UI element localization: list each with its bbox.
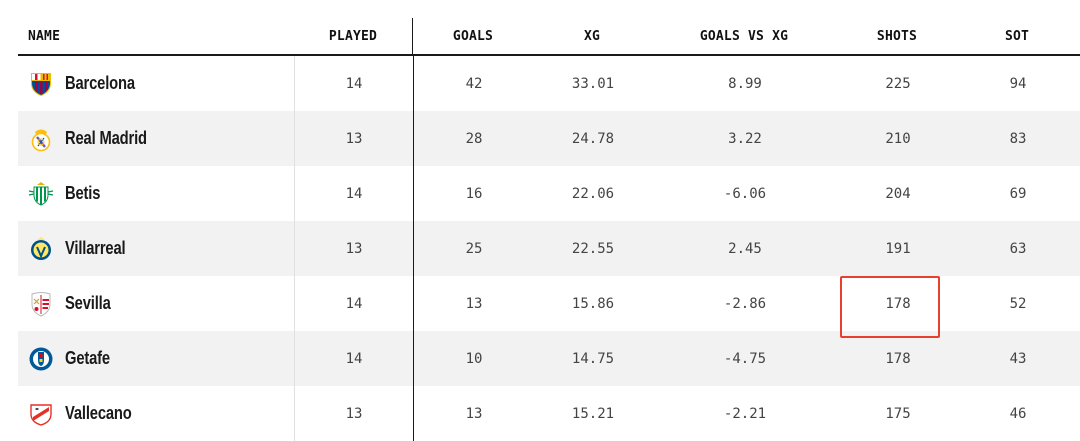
team-cell: Betis	[18, 166, 294, 221]
shots-cell: 175	[838, 386, 958, 441]
betis-crest-icon	[28, 181, 54, 206]
goals-cell: 10	[413, 331, 534, 386]
played-cell: 13	[294, 111, 413, 166]
team-name[interactable]: Getafe	[65, 348, 110, 368]
goals-vs-xg-cell: -4.75	[723, 350, 767, 367]
shots-cell: 204	[838, 166, 958, 221]
header-goals-vs-xg[interactable]: GOALS VS XG	[699, 28, 789, 44]
vallecano-crest-icon	[30, 403, 52, 426]
header-name[interactable]: NAME	[28, 28, 61, 44]
table-row[interactable]: Getafe 14 10 14.75 -4.75 178 43	[18, 331, 1080, 386]
team-name[interactable]: Villarreal	[65, 238, 126, 258]
shots-value: 178	[885, 350, 911, 367]
sot-cell: 83	[1009, 130, 1027, 147]
team-name[interactable]: Sevilla	[65, 293, 111, 313]
shots-cell: 210	[838, 111, 958, 166]
header-sot[interactable]: SOT	[1004, 28, 1030, 44]
table-row[interactable]: Sevilla 14 13 15.86 -2.86 178 52	[18, 276, 1080, 338]
shots-cell: 178	[838, 331, 958, 386]
xg-cell: 15.86	[571, 295, 615, 312]
table-row[interactable]: Barcelona 14 42 33.01 8.99 225 94	[18, 56, 1080, 111]
team-cell: Sevilla	[18, 276, 294, 331]
table-row[interactable]: Betis 14 16 22.06 -6.06 204 69	[18, 166, 1080, 221]
shots-value: 178	[885, 295, 911, 312]
team-cell: Barcelona	[18, 56, 294, 111]
played-cell: 13	[294, 221, 413, 276]
goals-cell: 13	[413, 276, 534, 331]
team-cell: Vallecano	[18, 386, 294, 441]
goals-vs-xg-cell: -6.06	[723, 185, 767, 202]
goals-vs-xg-cell: -2.86	[723, 295, 767, 312]
villarreal-crest-icon	[31, 236, 51, 260]
xg-cell: 14.75	[571, 350, 615, 367]
goals-vs-xg-cell: -2.21	[723, 405, 767, 422]
xg-cell: 22.06	[571, 185, 615, 202]
played-cell: 14	[294, 166, 413, 221]
goals-cell: 13	[413, 386, 534, 441]
sot-cell: 43	[1009, 350, 1027, 367]
goals-cell: 28	[413, 111, 534, 166]
xg-cell: 15.21	[571, 405, 615, 422]
table-row[interactable]: Vallecano 13 13 15.21 -2.21 175 46	[18, 386, 1080, 441]
shots-cell: 225	[838, 56, 958, 111]
goals-cell: 42	[413, 56, 534, 111]
sot-cell: 69	[1009, 185, 1027, 202]
goals-vs-xg-cell: 2.45	[728, 240, 762, 257]
team-cell: Villarreal	[18, 221, 294, 276]
shots-cell: 191	[838, 221, 958, 276]
team-name[interactable]: Betis	[65, 183, 101, 203]
getafe-crest-icon	[29, 347, 53, 370]
header-goals[interactable]: GOALS	[412, 18, 533, 54]
team-cell: Real Madrid	[18, 111, 294, 166]
stats-table: NAME PLAYED GOALS XG GOALS VS XG SHOTS S…	[18, 18, 1080, 441]
played-cell: 13	[294, 386, 413, 441]
table-row[interactable]: Real Madrid 13 28 24.78 3.22 210 83	[18, 111, 1080, 166]
goals-cell: 16	[413, 166, 534, 221]
goals-vs-xg-cell: 8.99	[728, 75, 762, 92]
shots-value: 191	[885, 240, 911, 257]
xg-cell: 24.78	[571, 130, 615, 147]
xg-cell: 22.55	[571, 240, 615, 257]
team-name[interactable]: Vallecano	[65, 403, 132, 423]
shots-cell: 178	[838, 276, 958, 338]
sot-cell: 94	[1009, 75, 1027, 92]
goals-cell: 25	[413, 221, 534, 276]
sot-cell: 52	[1009, 295, 1027, 312]
sevilla-crest-icon	[31, 291, 51, 317]
played-cell: 14	[294, 56, 413, 111]
goals-vs-xg-cell: 3.22	[728, 130, 762, 147]
team-name[interactable]: Real Madrid	[65, 128, 147, 148]
header-shots[interactable]: SHOTS	[876, 28, 918, 44]
real-madrid-crest-icon	[31, 129, 51, 151]
header-played[interactable]: PLAYED	[328, 28, 378, 44]
barcelona-crest-icon	[31, 72, 51, 96]
shots-value: 210	[885, 130, 911, 147]
sot-cell: 46	[1009, 405, 1027, 422]
xg-cell: 33.01	[571, 75, 615, 92]
played-cell: 14	[294, 276, 413, 331]
team-cell: Getafe	[18, 331, 294, 386]
shots-value: 175	[885, 405, 911, 422]
header-xg[interactable]: XG	[583, 28, 601, 44]
shots-value: 204	[885, 185, 911, 202]
played-cell: 14	[294, 331, 413, 386]
table-row[interactable]: Villarreal 13 25 22.55 2.45 191 63	[18, 221, 1080, 276]
team-name[interactable]: Barcelona	[65, 73, 135, 93]
sot-cell: 63	[1009, 240, 1027, 257]
shots-value: 225	[885, 75, 911, 92]
table-header: NAME PLAYED GOALS XG GOALS VS XG SHOTS S…	[18, 18, 1080, 56]
